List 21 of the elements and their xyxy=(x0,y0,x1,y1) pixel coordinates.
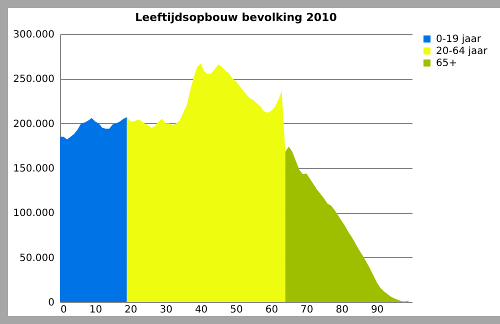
legend-label: 65+ xyxy=(436,58,458,69)
chart-title: Leeftijdsopbouw bevolking 2010 xyxy=(135,11,338,24)
x-tick-label: 0 xyxy=(60,304,67,316)
x-tick-label: 90 xyxy=(370,304,384,316)
x-tick-label: 60 xyxy=(265,304,278,316)
y-tick-label: 200.000 xyxy=(13,118,54,130)
y-tick-label: 250.000 xyxy=(13,74,54,86)
x-tick-label: 80 xyxy=(336,304,348,316)
y-tick-label: 0 xyxy=(48,298,54,308)
legend-label: 0-19 jaar xyxy=(436,34,482,45)
y-tick-label: 100.000 xyxy=(13,208,54,220)
x-tick-label: 40 xyxy=(194,304,208,316)
x-tick-label: 20 xyxy=(124,304,138,316)
x-tick-label: 10 xyxy=(89,304,102,316)
x-tick-label: 30 xyxy=(160,304,172,316)
y-tick-label: 50.000 xyxy=(20,252,54,264)
y-tick-label: 150.000 xyxy=(13,164,54,174)
x-tick-label: 70 xyxy=(300,304,314,316)
x-tick-label: 50 xyxy=(230,304,243,316)
legend-label: 20-64 jaar xyxy=(436,46,488,57)
y-tick-label: 300.000 xyxy=(13,30,54,40)
